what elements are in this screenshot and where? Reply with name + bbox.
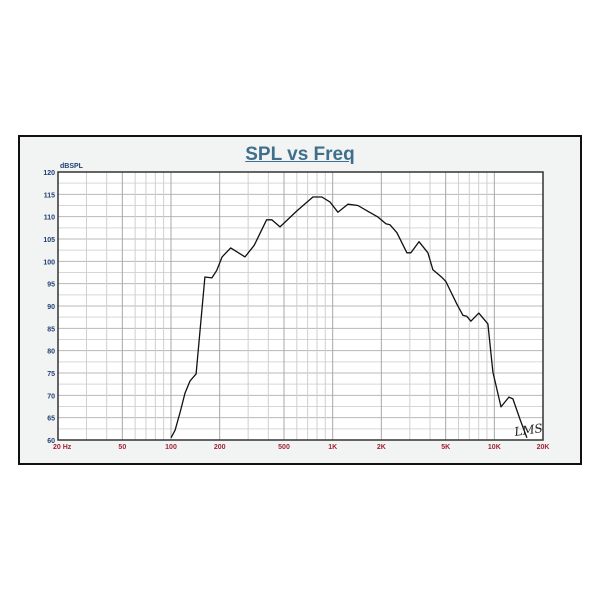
y-tick-label: 90 [47,304,55,311]
x-tick-label: 500 [278,444,290,451]
x-tick-label: 2K [377,444,386,451]
y-tick-label: 110 [44,215,55,222]
x-tick-label: 200 [214,444,226,451]
y-axis-label: dBSPL [60,163,84,170]
y-tick-label: 85 [47,326,55,333]
chart-title: SPL vs Freq [245,144,355,165]
lms-logo: LMS [512,421,543,439]
y-tick-label: 120 [43,170,55,177]
y-tick-label: 115 [44,192,55,199]
y-tick-label: 65 [47,416,55,423]
y-tick-label: 75 [47,371,55,378]
x-tick-label: 100 [165,444,177,451]
y-tick-label: 100 [43,259,55,266]
x-tick-label: 10K [488,444,501,451]
x-tick-label: 5K [441,444,450,451]
y-tick-label: 70 [47,393,55,400]
x-tick-label: 20K [537,444,550,451]
x-tick-label: 1K [328,444,337,451]
y-tick-label: 60 [47,438,55,445]
x-tick-label: 50 [118,444,126,451]
y-tick-label: 105 [43,237,55,244]
y-tick-label: 80 [47,349,55,356]
plot-border [57,171,544,441]
y-tick-label: 95 [47,282,55,289]
x-tick-label: 20 Hz [53,444,72,451]
